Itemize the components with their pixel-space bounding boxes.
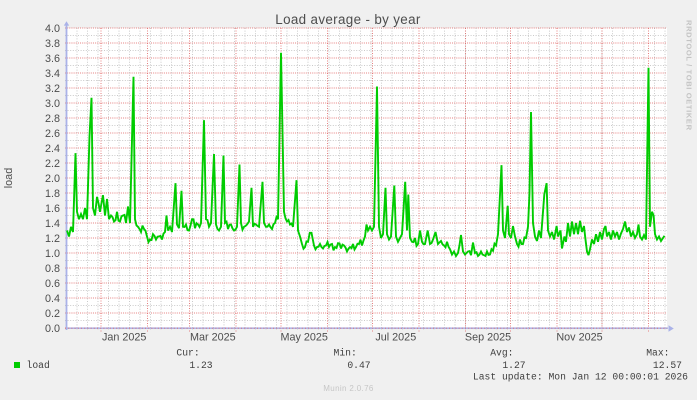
svg-text:3.0: 3.0 xyxy=(45,98,60,110)
svg-text:Mar 2025: Mar 2025 xyxy=(190,332,236,344)
svg-text:Load average - by year: Load average - by year xyxy=(275,12,421,27)
svg-text:Jan 2025: Jan 2025 xyxy=(102,332,146,344)
svg-text:Min:: Min: xyxy=(334,348,357,359)
svg-text:2.0: 2.0 xyxy=(45,173,60,185)
svg-text:Nov 2025: Nov 2025 xyxy=(556,332,602,344)
svg-text:2.4: 2.4 xyxy=(45,143,60,155)
svg-text:0.4: 0.4 xyxy=(45,293,60,305)
svg-text:4.0: 4.0 xyxy=(45,23,60,35)
svg-text:Last update: Mon Jan 12 00:00:: Last update: Mon Jan 12 00:00:01 2026 xyxy=(473,371,688,382)
svg-text:1.6: 1.6 xyxy=(45,203,60,215)
svg-text:1.8: 1.8 xyxy=(45,188,60,200)
svg-text:1.4: 1.4 xyxy=(45,218,60,230)
svg-text:Munin 2.0.76: Munin 2.0.76 xyxy=(323,384,374,393)
svg-text:Max:: Max: xyxy=(646,348,669,359)
svg-text:load: load xyxy=(27,360,50,371)
svg-text:0.6: 0.6 xyxy=(45,278,60,290)
svg-text:0.47: 0.47 xyxy=(347,360,370,371)
svg-text:2.2: 2.2 xyxy=(45,158,60,170)
svg-text:Sep 2025: Sep 2025 xyxy=(465,332,511,344)
svg-text:2.6: 2.6 xyxy=(45,128,60,140)
svg-text:12.57: 12.57 xyxy=(653,360,682,371)
svg-text:load: load xyxy=(3,168,15,188)
svg-text:3.6: 3.6 xyxy=(45,53,60,65)
svg-text:3.8: 3.8 xyxy=(45,38,60,50)
svg-text:Avg:: Avg: xyxy=(490,348,513,359)
svg-text:Cur:: Cur: xyxy=(176,348,199,359)
svg-text:2.8: 2.8 xyxy=(45,113,60,125)
svg-text:1.2: 1.2 xyxy=(45,233,60,245)
svg-text:3.2: 3.2 xyxy=(45,83,60,95)
svg-text:0.2: 0.2 xyxy=(45,308,60,320)
svg-text:3.4: 3.4 xyxy=(45,68,60,80)
svg-text:1.23: 1.23 xyxy=(189,360,212,371)
svg-text:0.8: 0.8 xyxy=(45,263,60,275)
svg-text:RRDTOOL / TOBI OETIKER: RRDTOOL / TOBI OETIKER xyxy=(685,20,694,131)
svg-text:Jul 2025: Jul 2025 xyxy=(375,332,416,344)
svg-text:May 2025: May 2025 xyxy=(280,332,327,344)
svg-text:1.0: 1.0 xyxy=(45,248,60,260)
svg-text:1.27: 1.27 xyxy=(502,360,525,371)
svg-text:0.0: 0.0 xyxy=(45,323,60,335)
